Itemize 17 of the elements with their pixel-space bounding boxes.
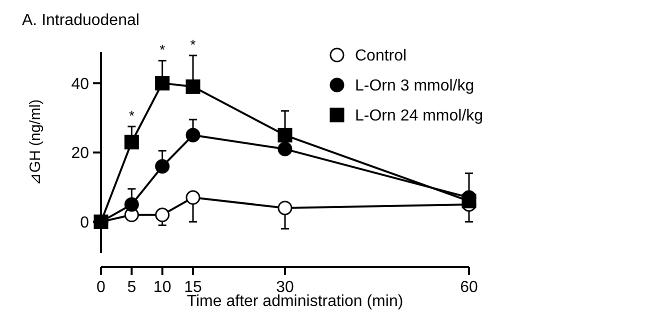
x-tick-label: 5 — [127, 279, 136, 296]
y-tick-label: 40 — [71, 76, 90, 93]
x-axis-title: Time after administration (min) — [186, 293, 404, 310]
x-tick-label: 0 — [96, 279, 106, 296]
x-tick-label: 10 — [153, 279, 172, 296]
y-tick-label: 0 — [80, 214, 90, 232]
x-tick-label: 60 — [460, 279, 478, 296]
annotation: * — [128, 108, 135, 124]
x-tick-label: 30 — [276, 279, 294, 296]
y-tick-label: 20 — [71, 145, 90, 162]
chart-title: A. Intraduodenal — [22, 12, 140, 29]
annotation: * — [190, 36, 196, 52]
legend-label: L-Orn 3 mmol/kg — [355, 78, 474, 95]
legend-label: L-Orn 24 mmol/kg — [355, 108, 484, 125]
annotation: * — [160, 42, 166, 58]
legend-label: Control — [355, 48, 407, 65]
y-axis-title: ⊿GH (ng/ml) — [27, 99, 44, 186]
